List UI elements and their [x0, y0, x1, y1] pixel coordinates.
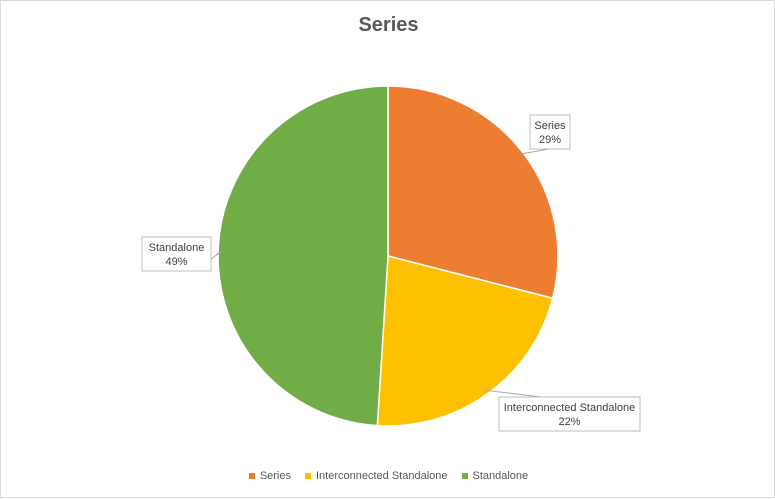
- callout-box-standalone: [141, 236, 212, 272]
- data-label-category-standalone: Standalone: [149, 242, 205, 254]
- pie-slice-standalone: [217, 85, 389, 427]
- legend-item-series: Series: [248, 470, 291, 482]
- data-label-value-standalone: 49%: [165, 256, 187, 268]
- legend-swatch-series: [248, 473, 255, 479]
- legend-swatch-standalone: [461, 473, 468, 479]
- pie-slice-interconnected-standalone: [376, 255, 554, 427]
- callout-leader-interconnected-standalone: [485, 389, 542, 398]
- data-label-value-interconnected-standalone: 22%: [558, 416, 580, 428]
- legend-item-interconnected-standalone: Interconnected Standalone: [305, 470, 448, 482]
- data-label-value-series: 29%: [539, 134, 561, 146]
- data-label-category-series: Series: [534, 120, 566, 132]
- callout-box-interconnected-standalone: [498, 396, 641, 432]
- legend: Series Interconnected Standalone Standal…: [1, 470, 775, 482]
- chart-title: Series: [358, 14, 419, 36]
- pie-slice-series: [387, 85, 559, 300]
- callout-box-series: [529, 114, 571, 150]
- callout-leader-standalone: [210, 250, 223, 260]
- data-label-category-interconnected-standalone: Interconnected Standalone: [504, 402, 636, 414]
- callout-leader-series: [519, 148, 550, 155]
- legend-item-standalone: Standalone: [461, 470, 529, 482]
- legend-label-standalone: Standalone: [472, 470, 529, 482]
- legend-swatch-interconnected-standalone: [305, 473, 311, 479]
- legend-label-interconnected-standalone: Interconnected Standalone: [316, 470, 448, 482]
- legend-label-series: Series: [259, 470, 291, 482]
